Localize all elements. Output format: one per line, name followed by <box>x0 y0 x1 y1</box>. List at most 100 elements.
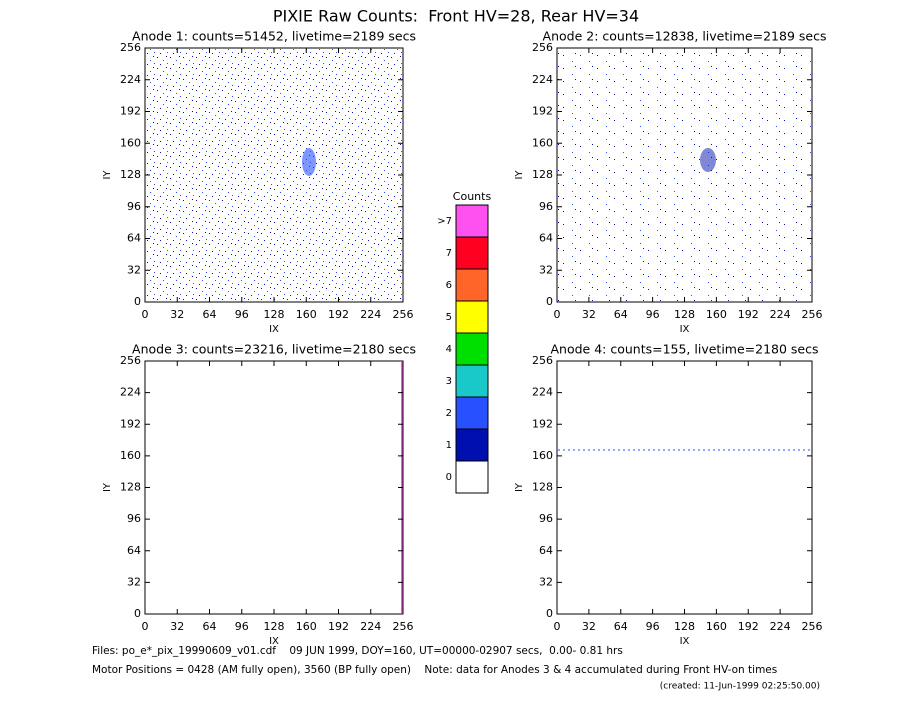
x-tick-label: 32 <box>582 620 596 633</box>
x-tick-label: 64 <box>614 620 628 633</box>
footer-created: (created: 11-Jun-1999 02:25:50.00) <box>660 682 820 692</box>
colorbar-label: 6 <box>446 280 452 291</box>
x-tick-label: 160 <box>296 308 317 321</box>
y-tick-label: 256 <box>120 41 141 54</box>
y-axis-label: IY <box>102 482 113 492</box>
y-tick-label: 32 <box>539 575 553 588</box>
panel-title: Anode 4: counts=155, livetime=2180 secs <box>550 342 818 357</box>
y-tick-label: 160 <box>120 136 141 149</box>
panel-title: Anode 2: counts=12838, livetime=2189 sec… <box>543 29 827 44</box>
colorbar-swatch <box>455 268 489 302</box>
x-axis-label: IX <box>680 636 690 647</box>
y-tick-label: 32 <box>539 263 553 276</box>
x-tick-label: 160 <box>296 620 317 633</box>
image-texture <box>146 49 164 301</box>
x-tick-label: 256 <box>802 308 823 321</box>
panel-title: Anode 3: counts=23216, livetime=2180 sec… <box>132 342 416 357</box>
y-tick-label: 64 <box>539 544 553 557</box>
x-tick-label: 224 <box>360 620 381 633</box>
x-tick-label: 96 <box>646 308 660 321</box>
y-tick-label: 256 <box>532 354 553 367</box>
y-tick-label: 64 <box>539 232 553 245</box>
y-tick-label: 96 <box>539 200 553 213</box>
colorbar-label: 5 <box>446 312 452 323</box>
y-tick-label: 0 <box>134 295 141 308</box>
colorbar-label: 0 <box>446 472 452 483</box>
x-tick-label: 0 <box>142 308 149 321</box>
y-axis-label: IY <box>514 170 525 180</box>
image-texture <box>700 148 716 172</box>
image-texture <box>146 49 402 301</box>
x-tick-label: 64 <box>203 620 217 633</box>
footer-motor: Motor Positions = 0428 (AM fully open), … <box>92 664 777 676</box>
image-texture <box>558 49 811 301</box>
image-texture <box>302 148 316 176</box>
x-axis-label: IX <box>680 324 690 335</box>
x-tick-label: 256 <box>802 620 823 633</box>
y-tick-label: 224 <box>532 73 553 86</box>
x-tick-label: 96 <box>235 620 249 633</box>
y-tick-label: 224 <box>532 386 553 399</box>
y-tick-label: 128 <box>532 168 553 181</box>
x-tick-label: 160 <box>706 308 727 321</box>
x-tick-label: 0 <box>142 620 149 633</box>
y-tick-label: 96 <box>127 200 141 213</box>
y-tick-label: 32 <box>127 575 141 588</box>
plot-frame <box>556 360 813 615</box>
x-tick-label: 192 <box>738 620 759 633</box>
x-tick-label: 96 <box>235 308 249 321</box>
y-tick-label: 0 <box>134 607 141 620</box>
y-tick-label: 192 <box>120 417 141 430</box>
colorbar-label: 1 <box>446 440 452 451</box>
y-tick-label: 64 <box>127 232 141 245</box>
x-tick-label: 64 <box>203 308 217 321</box>
y-tick-label: 64 <box>127 544 141 557</box>
colorbar-swatch <box>455 332 489 366</box>
colorbar-swatch <box>455 428 489 462</box>
x-tick-label: 192 <box>328 308 349 321</box>
x-tick-label: 128 <box>674 308 695 321</box>
colorbar-swatch <box>455 204 489 238</box>
y-tick-label: 160 <box>532 136 553 149</box>
colorbar-swatch <box>455 364 489 398</box>
y-tick-label: 128 <box>120 481 141 494</box>
y-tick-label: 192 <box>532 417 553 430</box>
colorbar-swatch <box>455 460 489 494</box>
x-axis-label: IX <box>269 324 279 335</box>
y-tick-label: 0 <box>546 295 553 308</box>
y-tick-label: 96 <box>539 512 553 525</box>
y-tick-label: 128 <box>532 481 553 494</box>
colorbar-swatch <box>455 396 489 430</box>
x-tick-label: 128 <box>264 308 285 321</box>
panel-title: Anode 1: counts=51452, livetime=2189 sec… <box>132 29 416 44</box>
y-tick-label: 224 <box>120 386 141 399</box>
x-tick-label: 0 <box>554 308 561 321</box>
colorbar-title: Counts <box>453 190 492 203</box>
colorbar-label: 4 <box>446 344 452 355</box>
y-tick-label: 128 <box>120 168 141 181</box>
x-tick-label: 256 <box>393 308 414 321</box>
colorbar-label: 3 <box>446 376 452 387</box>
colorbar-label: 7 <box>446 248 452 259</box>
y-tick-label: 256 <box>120 354 141 367</box>
x-tick-label: 192 <box>328 620 349 633</box>
y-tick-label: 0 <box>546 607 553 620</box>
y-tick-label: 160 <box>532 449 553 462</box>
x-tick-label: 0 <box>554 620 561 633</box>
y-tick-label: 160 <box>120 449 141 462</box>
image-texture <box>372 49 402 301</box>
colorbar-swatch <box>455 300 489 334</box>
x-tick-label: 224 <box>770 308 791 321</box>
footer-files: Files: po_e*_pix_19990609_v01.cdf 09 JUN… <box>92 645 623 657</box>
main-title: PIXIE Raw Counts: Front HV=28, Rear HV=3… <box>273 7 639 26</box>
x-tick-label: 32 <box>582 308 596 321</box>
x-tick-label: 192 <box>738 308 759 321</box>
y-axis-label: IY <box>514 482 525 492</box>
x-axis-label: IX <box>269 636 279 647</box>
plot-frame <box>144 360 404 615</box>
colorbar-label: 2 <box>446 408 452 419</box>
y-tick-label: 192 <box>120 105 141 118</box>
x-tick-label: 32 <box>170 620 184 633</box>
colorbar-label: >7 <box>437 216 452 227</box>
